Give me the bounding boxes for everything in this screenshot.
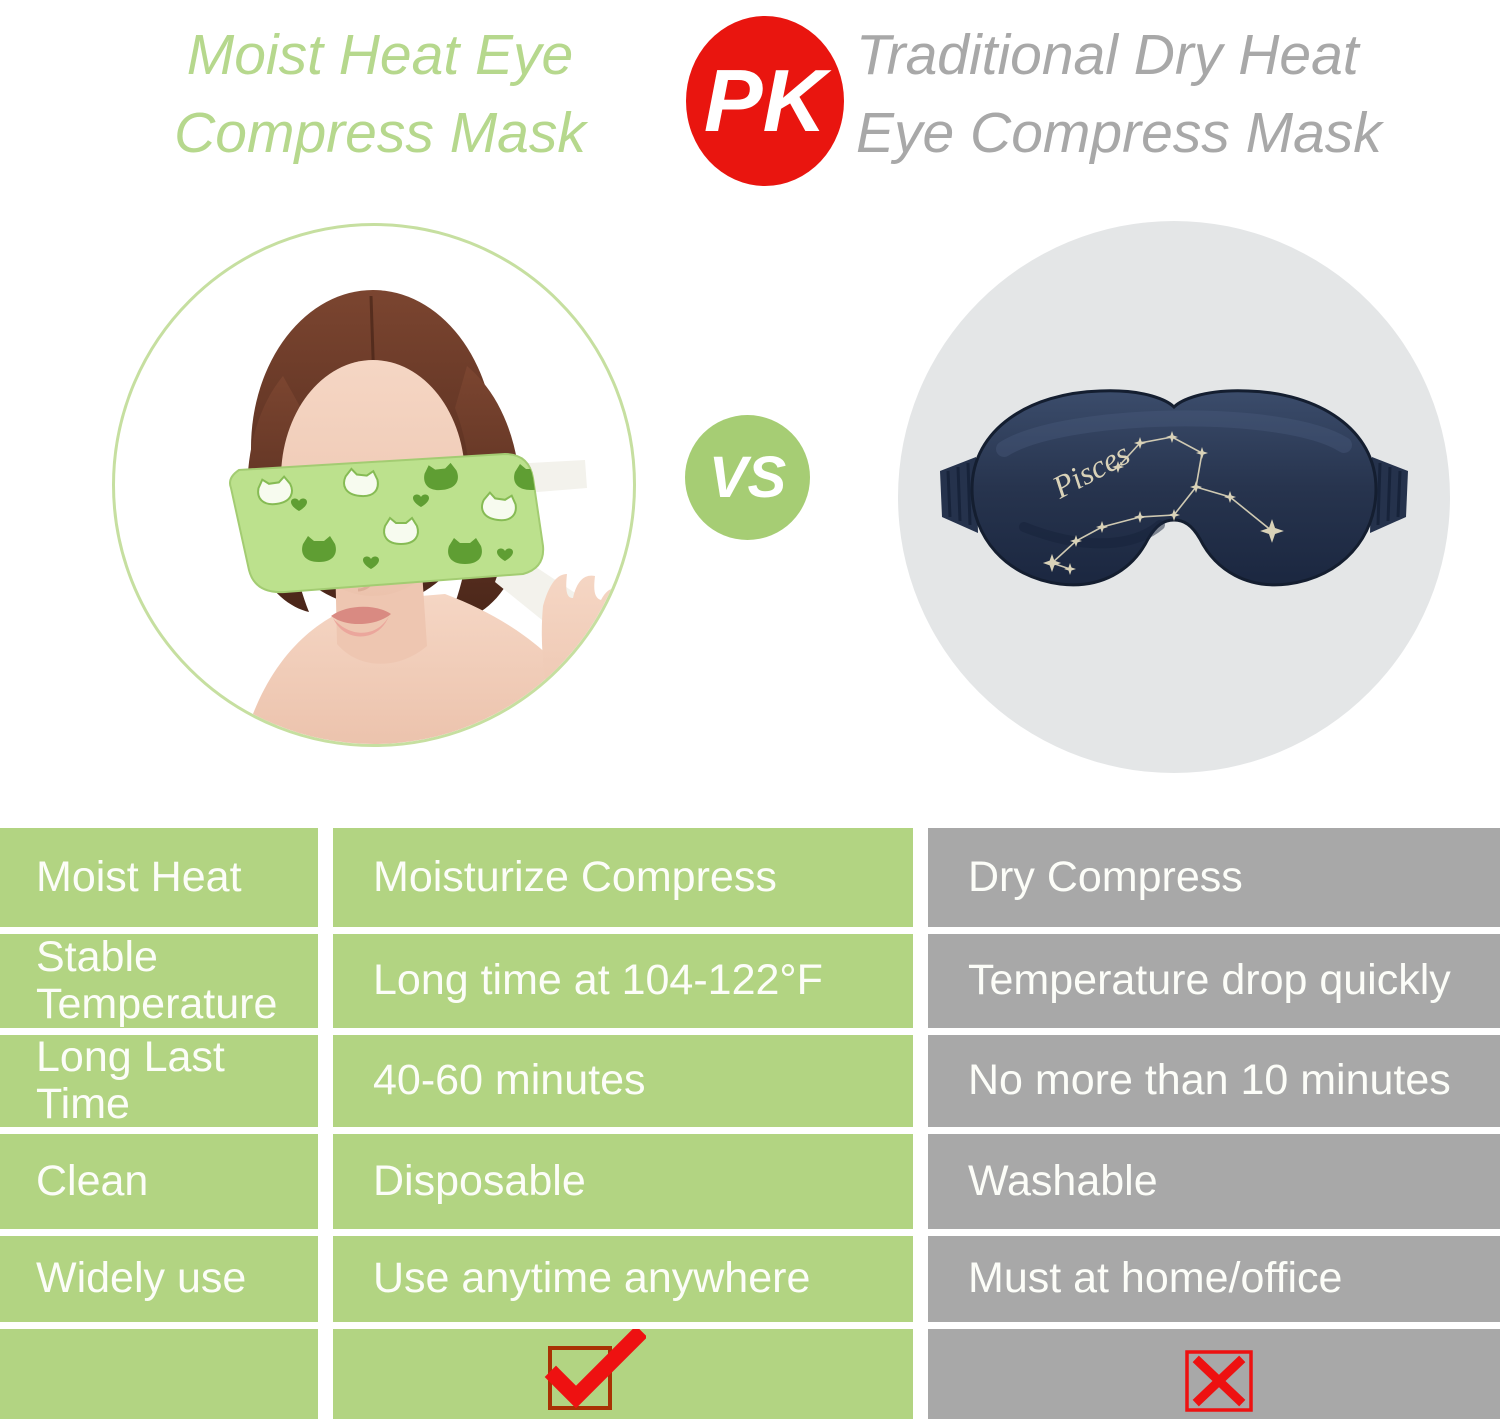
table-attr-clean: Clean bbox=[0, 1134, 318, 1229]
lower-lip bbox=[333, 616, 389, 637]
table-moist-row5: Use anytime anywhere bbox=[333, 1236, 913, 1322]
mask-strap-left bbox=[940, 457, 978, 533]
table-moist-row4: Disposable bbox=[333, 1134, 913, 1229]
dry-heat-title: Traditional Dry Heat Eye Compress Mask bbox=[856, 16, 1476, 172]
upper-lip bbox=[331, 606, 391, 625]
verdict-dry-cell bbox=[928, 1329, 1500, 1419]
mask-sheen bbox=[996, 410, 1352, 457]
table-attr-widely-use: Widely use bbox=[0, 1236, 318, 1322]
table-dry-row1: Dry Compress bbox=[928, 828, 1500, 927]
dry-mask-photo-circle: Pisces bbox=[898, 221, 1450, 773]
mask-strap-right bbox=[1370, 457, 1408, 533]
moist-heat-title-line1: Moist Heat Eye bbox=[186, 23, 574, 87]
table-dry-row5: Must at home/office bbox=[928, 1236, 1500, 1322]
hand bbox=[541, 574, 633, 744]
red-cross-icon bbox=[1185, 1350, 1253, 1412]
table-dry-row4: Washable bbox=[928, 1134, 1500, 1229]
comparison-table: Moist Heat Moisturize Compress Dry Compr… bbox=[0, 828, 1500, 1419]
constellation-stars bbox=[1042, 431, 1284, 575]
table-moist-row3: 40-60 minutes bbox=[333, 1035, 913, 1127]
pk-badge-label: PK bbox=[703, 51, 827, 150]
verdict-empty-cell bbox=[0, 1329, 318, 1419]
vs-badge: VS bbox=[685, 415, 810, 540]
table-attr-moist-heat: Moist Heat bbox=[0, 828, 318, 927]
vs-badge-label: VS bbox=[708, 445, 787, 510]
woman-wearing-green-mask-illustration bbox=[229, 290, 633, 744]
dry-heat-title-line2: Eye Compress Mask bbox=[856, 101, 1382, 165]
navy-eye-mask-illustration: Pisces bbox=[940, 389, 1408, 587]
red-check-icon bbox=[544, 1329, 646, 1410]
moist-heat-title: Moist Heat Eye Compress Mask bbox=[86, 16, 674, 172]
mask-sheen2 bbox=[1019, 520, 1165, 549]
pk-badge: PK bbox=[686, 16, 844, 186]
verdict-moist-cell bbox=[333, 1329, 913, 1419]
green-eye-mask-graphic bbox=[229, 452, 545, 594]
dry-heat-title-line1: Traditional Dry Heat bbox=[856, 23, 1359, 87]
table-moist-row2: Long time at 104-122°F bbox=[333, 934, 913, 1028]
table-attr-long-last-time: Long Last Time bbox=[0, 1033, 318, 1128]
table-dry-row3: No more than 10 minutes bbox=[928, 1035, 1500, 1127]
moist-heat-title-line2: Compress Mask bbox=[174, 101, 586, 165]
table-moist-row1: Moisturize Compress bbox=[333, 828, 913, 927]
table-attr-stable-temperature: Stable Temperature bbox=[0, 933, 318, 1028]
moist-mask-photo-circle bbox=[112, 223, 636, 747]
table-dry-row2: Temperature drop quickly bbox=[928, 934, 1500, 1028]
